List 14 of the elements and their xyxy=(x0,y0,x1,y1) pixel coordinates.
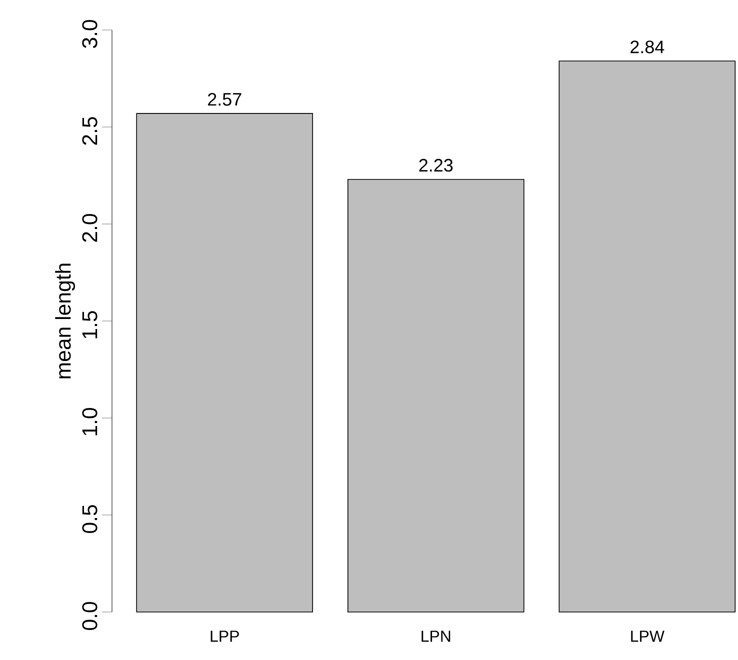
y-tick-label: 1.0 xyxy=(82,408,98,436)
y-tick-label: 1.5 xyxy=(82,311,98,338)
y-tick-label: 2.5 xyxy=(82,117,98,145)
y-tick-label: 0.0 xyxy=(82,602,98,630)
data-label: 2.57 xyxy=(208,92,242,106)
data-label: 2.84 xyxy=(630,40,664,54)
x-tick-label: LPW xyxy=(631,630,664,642)
y-tick-label: 0.5 xyxy=(82,505,98,533)
x-tick-label: LPP xyxy=(210,630,239,642)
y-tick-label: 2.0 xyxy=(82,214,98,242)
y-axis-title: mean length xyxy=(55,264,76,378)
y-tick-label: 3.0 xyxy=(82,20,98,48)
x-tick-label: LPN xyxy=(422,630,450,642)
data-label: 2.23 xyxy=(419,158,453,172)
